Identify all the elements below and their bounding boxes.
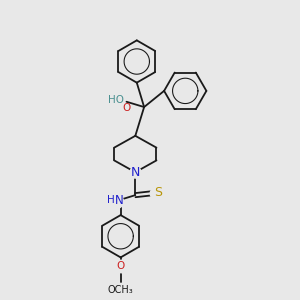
Text: O: O [116, 261, 125, 271]
Text: S: S [154, 186, 162, 199]
Text: HO: HO [108, 95, 124, 105]
Text: H: H [107, 195, 115, 206]
Text: N: N [130, 166, 140, 179]
Text: O: O [122, 103, 130, 113]
Text: OCH₃: OCH₃ [108, 285, 134, 295]
Text: N: N [115, 194, 124, 207]
